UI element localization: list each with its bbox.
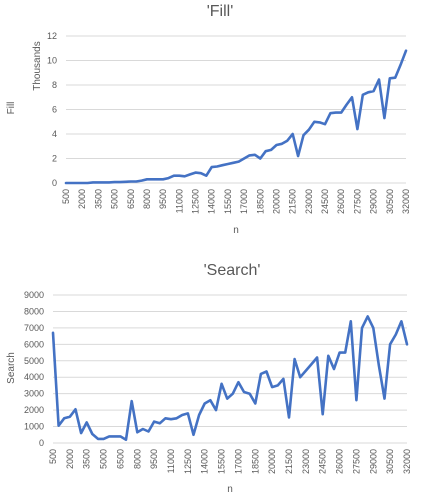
- fill-x-tick-label: 11000: [174, 189, 184, 213]
- fill-x-tick-label: 12500: [191, 189, 201, 214]
- fill-x-tick-label: 2000: [77, 189, 87, 209]
- search-x-tick-label: 5000: [99, 449, 109, 469]
- search-x-tick-label: 2000: [65, 449, 75, 469]
- fill-chart-title: 'Fill': [207, 3, 234, 20]
- search-x-tick-label: 17000: [233, 449, 243, 474]
- search-x-tick-label: 20000: [267, 449, 277, 474]
- search-y-tick-label: 4000: [24, 372, 44, 382]
- search-y-tick-label: 6000: [24, 339, 44, 349]
- search-series: [51, 315, 409, 442]
- search-y-tick-label: 3000: [24, 389, 44, 399]
- fill-x-tick-label: 17000: [239, 189, 249, 214]
- fill-x-tick-label: 14000: [207, 189, 217, 214]
- search-y-tick-label: 0: [39, 438, 44, 448]
- search-y-tick-label: 1000: [24, 422, 44, 432]
- fill-y-units-label: Thousands: [32, 41, 43, 90]
- search-y-tick-label: 9000: [24, 290, 44, 300]
- search-gridlines: [53, 294, 407, 444]
- search-series-line: [51, 315, 409, 442]
- search-x-ticks: 500 2000 3500 5000 6500 8000 9500 11000 12500 140…: [48, 449, 412, 474]
- search-x-axis-label: n: [227, 484, 233, 495]
- search-x-tick-label: 6500: [115, 449, 125, 469]
- fill-x-tick-label: 6500: [126, 189, 136, 209]
- fill-x-tick-label: 8000: [142, 189, 152, 209]
- search-x-tick-label: 24500: [318, 449, 328, 474]
- search-x-tick-label: 9500: [149, 449, 159, 469]
- fill-x-tick-label: 15500: [223, 189, 233, 214]
- fill-x-tick-label: 18500: [255, 189, 265, 214]
- fill-y-tick-label: 0: [52, 178, 57, 188]
- fill-x-tick-label: 3500: [93, 189, 103, 209]
- search-x-tick-label: 32000: [402, 449, 412, 474]
- fill-y-axis-label: Fill: [6, 102, 17, 115]
- fill-chart: 'Fill' Thousands Fill n 0 2 4 6 8 10 12 500 200…: [6, 3, 411, 236]
- fill-series-line: [64, 49, 408, 185]
- search-x-tick-label: 3500: [82, 449, 92, 469]
- fill-y-tick-label: 2: [52, 154, 57, 164]
- search-x-tick-label: 14000: [200, 449, 210, 474]
- fill-y-tick-label: 4: [52, 129, 57, 139]
- fill-x-tick-label: 30500: [385, 189, 395, 214]
- fill-y-tick-label: 10: [47, 56, 57, 66]
- search-x-tick-label: 29000: [368, 449, 378, 474]
- search-x-tick-label: 8000: [132, 449, 142, 469]
- fill-y-ticks: 0 2 4 6 8 10 12: [47, 31, 57, 188]
- search-x-tick-label: 30500: [385, 449, 395, 474]
- fill-x-tick-label: 24500: [320, 189, 330, 214]
- fill-x-tick-label: 29000: [369, 189, 379, 214]
- fill-y-tick-label: 8: [52, 80, 57, 90]
- fill-y-tick-label: 6: [52, 105, 57, 115]
- search-y-tick-label: 5000: [24, 356, 44, 366]
- search-chart-title: 'Search': [204, 262, 261, 279]
- fill-gridlines: [66, 35, 406, 184]
- fill-x-tick-label: 23000: [304, 189, 314, 214]
- search-y-tick-label: 7000: [24, 323, 44, 333]
- search-x-tick-label: 21500: [284, 449, 294, 474]
- search-y-tick-label: 8000: [24, 306, 44, 316]
- fill-x-tick-label: 32000: [401, 189, 411, 214]
- fill-x-tick-label: 20000: [271, 189, 281, 214]
- search-y-axis-label: Search: [6, 352, 17, 384]
- fill-x-axis-label: n: [233, 225, 239, 236]
- search-x-tick-label: 18500: [250, 449, 260, 474]
- fill-x-tick-label: 26000: [336, 189, 346, 214]
- fill-x-tick-label: 5000: [110, 189, 120, 209]
- fill-x-tick-label: 500: [61, 189, 71, 204]
- fill-y-tick-label: 12: [47, 31, 57, 41]
- search-x-tick-label: 27500: [351, 449, 361, 474]
- search-x-tick-label: 11000: [166, 449, 176, 473]
- search-y-tick-label: 2000: [24, 405, 44, 415]
- search-chart: 'Search' Search n 0 1000 2000 3000 4000 5000 6…: [6, 262, 412, 495]
- fill-x-tick-label: 21500: [288, 189, 298, 214]
- search-x-tick-label: 12500: [183, 449, 193, 474]
- search-y-ticks: 0 1000 2000 3000 4000 5000 6000 7000 8000 9000: [24, 290, 44, 448]
- fill-x-tick-label: 27500: [352, 189, 362, 214]
- fill-x-tick-label: 9500: [158, 189, 168, 209]
- fill-series: [64, 49, 408, 185]
- search-x-tick-label: 500: [48, 449, 58, 464]
- search-x-tick-label: 23000: [301, 449, 311, 474]
- search-x-tick-label: 26000: [335, 449, 345, 474]
- fill-x-ticks: 500 2000 3500 5000 6500 8000 9500 11000 12500 140…: [61, 189, 411, 214]
- search-x-tick-label: 15500: [217, 449, 227, 474]
